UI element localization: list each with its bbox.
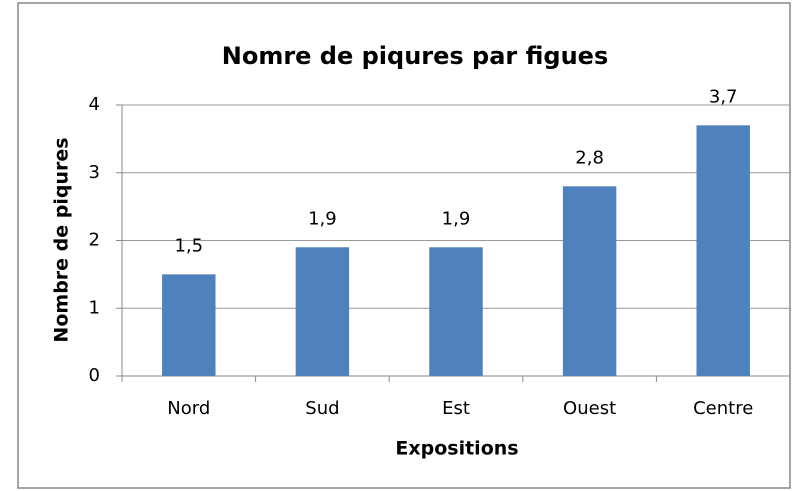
value-label: 1,5 xyxy=(174,235,203,256)
value-label: 1,9 xyxy=(308,208,337,229)
x-tick-label: Ouest xyxy=(563,398,616,419)
x-axis-title: Expositions xyxy=(395,438,518,460)
bar xyxy=(429,247,483,376)
value-label: 2,8 xyxy=(575,147,604,168)
y-tick-label: 3 xyxy=(89,162,100,183)
chart-border xyxy=(17,2,791,489)
x-tick-label: Est xyxy=(442,398,470,419)
bar xyxy=(696,125,750,376)
bar xyxy=(295,247,350,376)
chart-title: Nomre de piqures par figues xyxy=(222,42,608,70)
y-tick-label: 4 xyxy=(89,94,100,115)
x-tick-label: Sud xyxy=(305,398,339,419)
y-tick-label: 1 xyxy=(89,297,100,318)
bar xyxy=(162,274,216,376)
value-label: 1,9 xyxy=(442,208,471,229)
x-tick-label: Nord xyxy=(167,398,210,419)
x-tick-label: Centre xyxy=(693,398,753,419)
bar xyxy=(562,186,617,376)
value-label: 3,7 xyxy=(709,86,738,107)
y-axis-title: Nombre de piqures xyxy=(51,137,73,342)
y-tick-label: 0 xyxy=(89,365,100,386)
y-tick-label: 2 xyxy=(89,230,100,251)
